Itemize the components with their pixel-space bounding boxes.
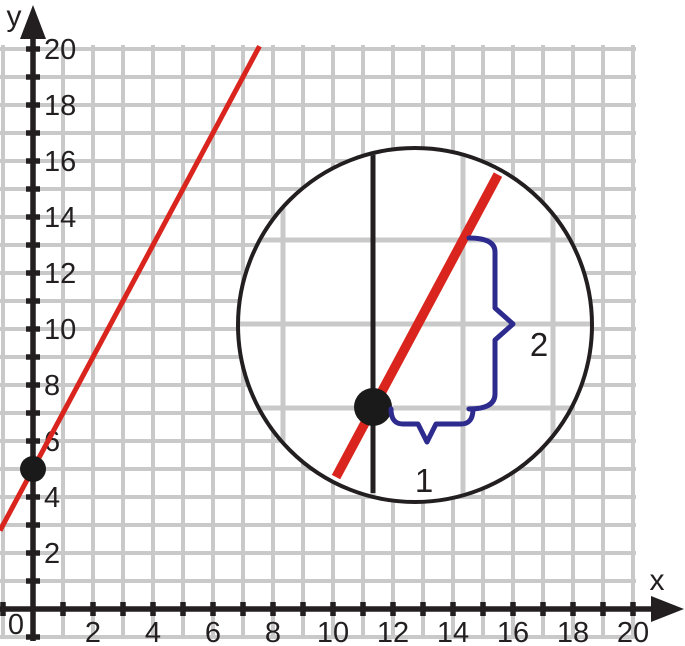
x-tick-label: 20 xyxy=(617,617,649,646)
slope-braces xyxy=(388,235,516,445)
x-tick-label: 18 xyxy=(557,617,589,646)
y-tick-label: 10 xyxy=(44,314,76,346)
y-tick-label: 12 xyxy=(44,258,76,290)
x-axis-arrowhead-icon xyxy=(651,596,684,622)
y-axis-arrowhead-icon xyxy=(20,5,46,39)
y-tick-label: 8 xyxy=(44,370,60,402)
x-tick-label: 4 xyxy=(145,617,161,646)
x-tick-label: 10 xyxy=(317,617,349,646)
magnifier-content: 12 xyxy=(240,150,590,500)
x-tick-label: 8 xyxy=(265,617,281,646)
y-tick-label: 6 xyxy=(44,426,60,458)
rise-brace xyxy=(466,235,516,412)
magnifier-point xyxy=(354,388,392,426)
y-tick-label: 14 xyxy=(44,202,76,234)
x-tick-label: 12 xyxy=(377,617,409,646)
x-tick-label: 6 xyxy=(205,617,221,646)
run-brace xyxy=(388,406,476,445)
origin-label: 0 xyxy=(8,609,24,641)
y-tick-label: 18 xyxy=(44,90,76,122)
y-tick-label: 2 xyxy=(44,538,60,570)
x-tick-label: 2 xyxy=(85,617,101,646)
y-axis-label: y xyxy=(7,0,22,33)
x-tick-label: 14 xyxy=(437,617,469,646)
y-intercept-point xyxy=(20,456,46,482)
magnifier-outline xyxy=(236,146,594,504)
y-tick-label: 4 xyxy=(44,482,60,514)
rise-label: 2 xyxy=(530,326,548,363)
magnifier-function-line xyxy=(331,172,503,480)
tick-marks xyxy=(0,46,636,640)
run-label: 1 xyxy=(415,462,433,499)
y-tick-label: 20 xyxy=(44,34,76,66)
function-line xyxy=(0,45,262,532)
x-tick-label: 16 xyxy=(497,617,529,646)
x-axis-label: x xyxy=(650,564,665,597)
y-tick-label: 16 xyxy=(44,146,76,178)
